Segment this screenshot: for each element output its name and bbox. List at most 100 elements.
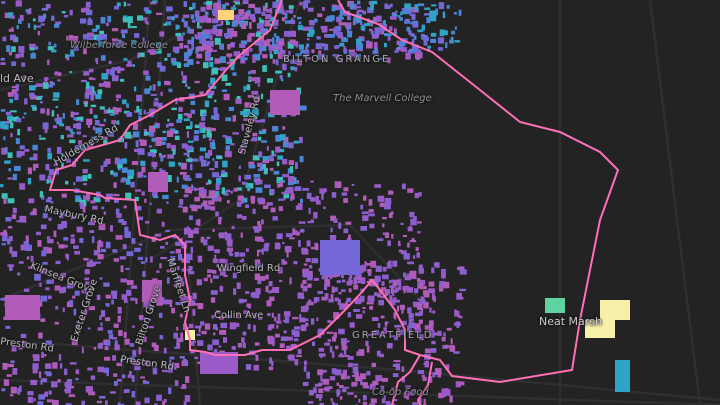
building [218, 233, 224, 236]
building [66, 284, 74, 289]
building [181, 258, 184, 263]
building [17, 388, 21, 395]
building [313, 212, 318, 219]
building [58, 244, 65, 249]
building [169, 359, 172, 367]
building [174, 14, 179, 19]
building [290, 193, 295, 200]
building [321, 6, 325, 11]
building [412, 388, 417, 393]
building [262, 205, 269, 210]
building [243, 299, 248, 303]
building [163, 23, 167, 26]
building [409, 10, 412, 16]
building [13, 165, 21, 172]
road [648, 0, 702, 405]
building [212, 25, 217, 31]
building [217, 181, 221, 186]
building [87, 327, 91, 330]
building [7, 363, 14, 368]
building [84, 269, 90, 275]
building [44, 127, 48, 134]
building [247, 323, 251, 330]
building [384, 197, 392, 205]
building [343, 48, 347, 54]
building [117, 315, 121, 323]
building [331, 336, 337, 342]
building [413, 301, 420, 308]
building [155, 42, 162, 48]
building [152, 108, 156, 113]
building [308, 390, 314, 396]
building [122, 30, 125, 38]
building [282, 126, 286, 130]
building [329, 376, 336, 381]
building [423, 36, 430, 41]
building [374, 275, 381, 283]
building [182, 75, 187, 82]
building [57, 72, 62, 76]
building [144, 360, 149, 366]
building [169, 251, 175, 254]
building [159, 31, 165, 37]
building [278, 8, 281, 14]
building [115, 107, 122, 113]
building [267, 313, 271, 316]
building [27, 167, 32, 175]
building [386, 4, 391, 10]
building [11, 46, 16, 53]
building [112, 355, 117, 361]
building [0, 57, 5, 61]
building [215, 211, 219, 217]
building [143, 7, 149, 12]
building [112, 38, 118, 42]
building [93, 250, 98, 256]
building [197, 32, 204, 39]
building [97, 246, 101, 254]
building [449, 395, 453, 403]
building [310, 180, 314, 183]
building [406, 289, 413, 293]
building [49, 217, 52, 222]
building [351, 183, 355, 186]
building [123, 299, 128, 303]
building [206, 236, 211, 240]
building [243, 118, 250, 121]
building [430, 32, 437, 37]
building [219, 285, 224, 292]
building [414, 192, 419, 199]
building [214, 113, 220, 121]
building [254, 228, 260, 233]
building [124, 142, 128, 149]
building [180, 244, 184, 247]
building [180, 386, 187, 390]
building [258, 36, 265, 43]
building [84, 308, 87, 316]
building [131, 240, 135, 244]
building [276, 233, 283, 240]
building [130, 181, 135, 188]
building [101, 136, 108, 140]
building [371, 317, 379, 322]
building [207, 344, 213, 351]
building [370, 398, 377, 404]
building [324, 342, 330, 346]
building [46, 279, 52, 285]
building [309, 197, 316, 202]
building [392, 297, 397, 302]
building [166, 269, 174, 273]
building [254, 77, 261, 84]
building [398, 249, 403, 253]
building [383, 33, 390, 37]
building [364, 55, 367, 58]
building [127, 21, 131, 29]
building [97, 366, 104, 373]
building [342, 386, 350, 389]
building [390, 211, 394, 215]
building [37, 401, 44, 405]
building [409, 319, 413, 324]
building [134, 205, 142, 211]
building [210, 290, 218, 295]
building [242, 57, 248, 61]
